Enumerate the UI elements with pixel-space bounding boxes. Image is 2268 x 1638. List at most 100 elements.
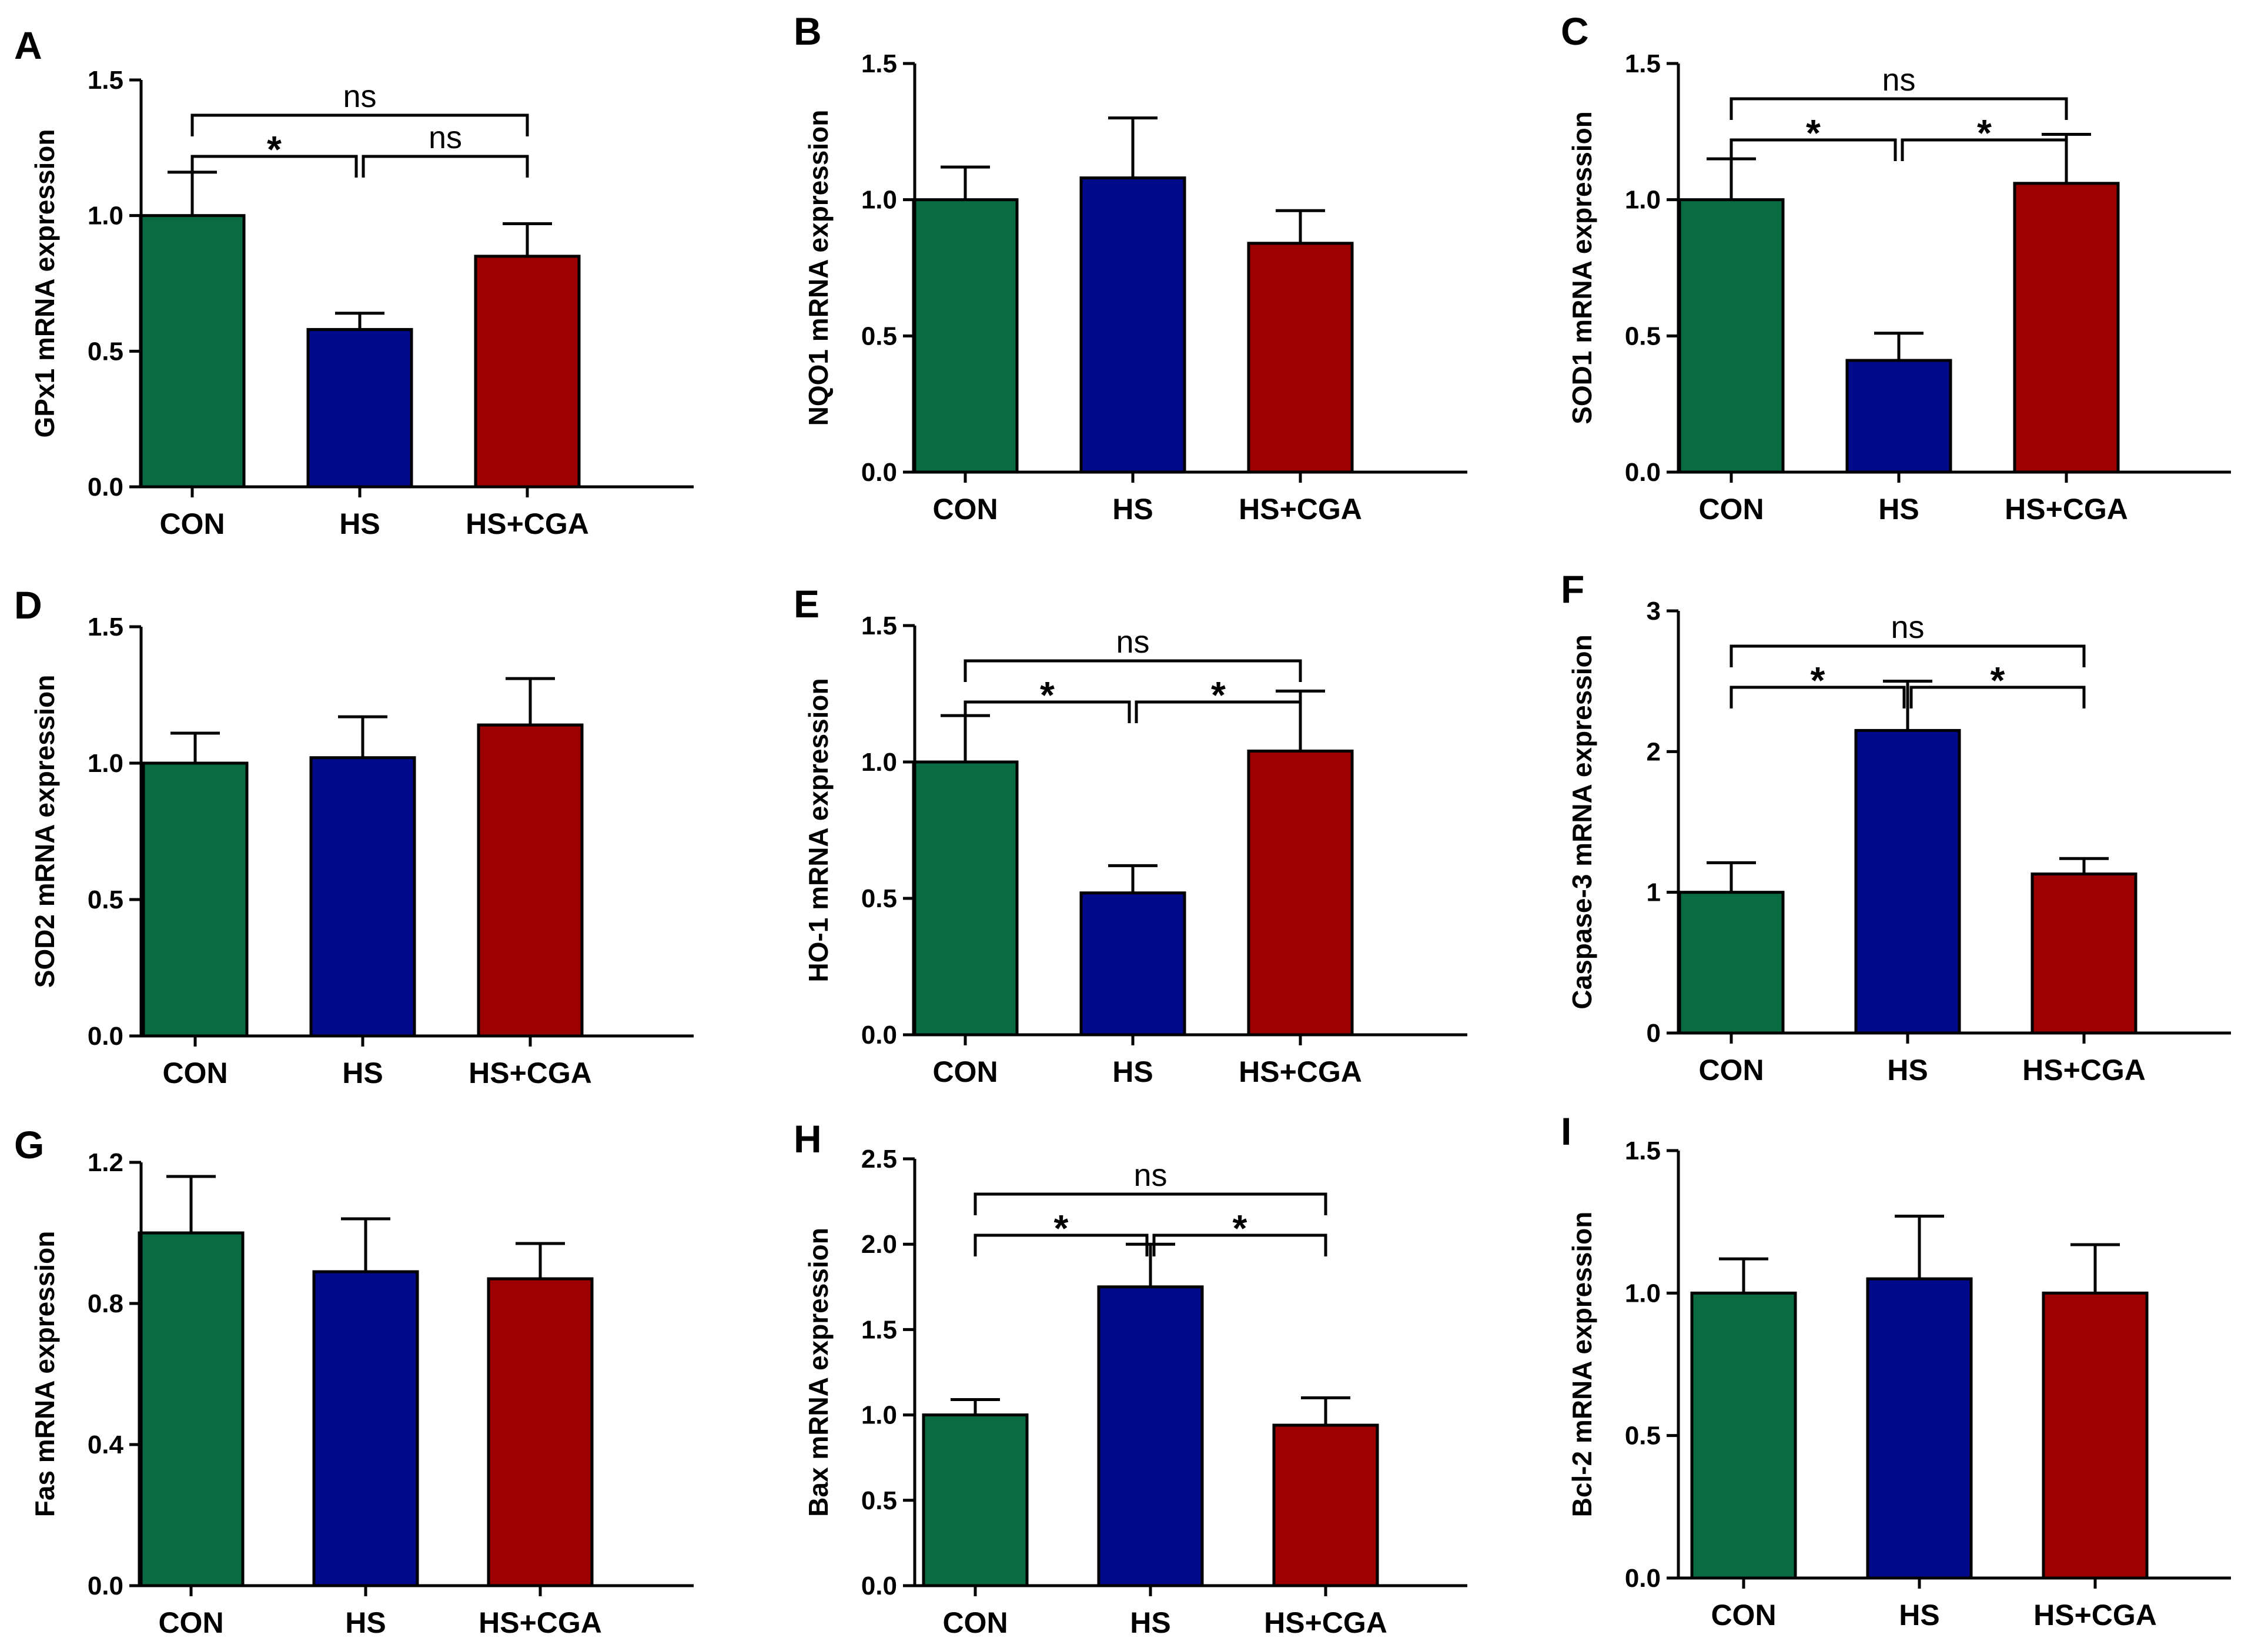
y-tick-label: 0.0 — [1625, 1564, 1661, 1593]
x-tick-label: HS — [1130, 1606, 1170, 1638]
panel-g: G Fas mRNA expression CON HS HS+CGA 0.0 0.4 0.8… — [14, 1123, 694, 1638]
y-tick-label: 1 — [1647, 878, 1661, 907]
bar-hs-cga — [474, 255, 581, 489]
y-tick-label: 1.0 — [861, 748, 897, 777]
y-tick-label: 1.0 — [88, 749, 123, 778]
panel-f: F Caspase-3 mRNA expression CON HS HS+CGA 0 1 2… — [1561, 567, 2231, 1087]
bar-con — [922, 1413, 1029, 1587]
significance-bracket — [974, 1192, 1327, 1215]
bar-hs — [1079, 176, 1186, 474]
bar-con — [1678, 891, 1785, 1035]
y-tick-label: 0 — [1647, 1019, 1661, 1048]
bar-con — [912, 198, 1019, 474]
x-tick-label: HS+CGA — [1264, 1606, 1387, 1638]
x-tick-label: HS+CGA — [2022, 1054, 2146, 1087]
significance-bracket — [190, 155, 358, 178]
bar-hs-cga — [477, 723, 584, 1038]
bar-con — [1690, 1291, 1797, 1580]
significance-label: ns — [429, 120, 462, 155]
panel-d: D SOD2 mRNA expression CON HS HS+CGA 0.0 0.5 1.… — [14, 583, 694, 1089]
significance-label: * — [267, 128, 282, 171]
panel-letter: H — [794, 1117, 822, 1161]
x-tick-label: CON — [1711, 1599, 1776, 1632]
x-tick-label: HS+CGA — [1239, 1055, 1362, 1088]
panel-letter: B — [794, 9, 822, 53]
y-tick-label: 2 — [1647, 737, 1661, 766]
significance-label: * — [1806, 112, 1821, 154]
bar-hs — [312, 1270, 419, 1587]
y-tick-label: 0.5 — [88, 337, 123, 366]
y-axis-label: Caspase-3 mRNA expression — [1567, 634, 1597, 1009]
x-tick-label: HS — [339, 507, 380, 540]
x-tick-label: CON — [1698, 493, 1764, 526]
x-tick-label: CON — [158, 1606, 223, 1638]
x-tick-label: HS — [345, 1606, 386, 1638]
y-tick-label: 1.5 — [88, 66, 123, 95]
panel-letter: C — [1561, 9, 1589, 53]
x-tick-label: HS — [1899, 1599, 1939, 1632]
y-tick-label: 1.5 — [861, 611, 897, 640]
y-tick-label: 1.5 — [1625, 49, 1661, 78]
x-tick-label: HS+CGA — [469, 1057, 592, 1089]
significance-label: ns — [1116, 624, 1149, 660]
bar-hs — [1097, 1285, 1204, 1587]
significance-label: * — [1040, 674, 1055, 716]
y-axis-label: Bcl-2 mRNA expression — [1567, 1212, 1597, 1517]
bar-con — [1678, 198, 1785, 474]
bar-hs-cga — [1247, 242, 1354, 474]
y-tick-label: 0.5 — [1625, 1422, 1661, 1450]
bar-hs — [1854, 728, 1961, 1035]
y-axis-label: NQO1 mRNA expression — [803, 110, 834, 426]
y-tick-label: 1.0 — [861, 1401, 897, 1430]
y-axis-label: Fas mRNA expression — [29, 1231, 60, 1517]
bar-con — [138, 1231, 245, 1587]
panel-letter: F — [1561, 567, 1584, 611]
significance-label: * — [1977, 112, 1992, 154]
bar-hs — [306, 327, 413, 489]
y-tick-label: 0.5 — [861, 1486, 897, 1515]
x-tick-label: HS+CGA — [479, 1606, 602, 1638]
y-tick-label: 1.0 — [1625, 1279, 1661, 1308]
significance-bracket — [1135, 700, 1302, 723]
y-axis-label: GPx1 mRNA expression — [29, 129, 60, 438]
significance-label: * — [1211, 674, 1226, 716]
significance-bracket — [1909, 686, 2086, 708]
x-tick-label: HS+CGA — [2005, 493, 2128, 526]
significance-bracket — [1901, 138, 2068, 161]
y-tick-label: 0.8 — [88, 1289, 123, 1318]
x-tick-label: HS — [342, 1057, 383, 1089]
bar-hs — [1079, 891, 1186, 1037]
y-tick-label: 0.5 — [88, 885, 123, 914]
y-tick-label: 0.0 — [1625, 458, 1661, 487]
y-tick-label: 2.0 — [861, 1230, 897, 1259]
bar-hs-cga — [2013, 182, 2120, 474]
bar-hs-cga — [1247, 749, 1354, 1037]
panel-h: H Bax mRNA expression CON HS HS+CGA 0.0 0.5 1.0… — [794, 1117, 1467, 1638]
y-tick-label: 1.2 — [88, 1148, 123, 1177]
y-tick-label: 0.5 — [861, 322, 897, 350]
y-tick-label: 0.0 — [861, 1021, 897, 1049]
y-tick-label: 0.5 — [861, 884, 897, 913]
y-axis-label: SOD2 mRNA expression — [29, 675, 60, 988]
bar-hs-cga — [487, 1277, 594, 1587]
y-tick-label: 1.0 — [1625, 186, 1661, 215]
significance-bracket — [964, 700, 1131, 723]
significance-bracket — [362, 155, 529, 178]
panel-e: E HO-1 mRNA expression CON HS HS+CGA 0.0 0.5 1.… — [794, 582, 1467, 1088]
y-tick-label: 1.5 — [861, 1315, 897, 1344]
bar-hs — [1845, 359, 1952, 474]
x-tick-label: HS — [1878, 493, 1919, 526]
significance-bracket — [1730, 138, 1897, 161]
y-axis-label: HO-1 mRNA expression — [803, 678, 834, 982]
y-tick-label: 0.0 — [88, 473, 123, 502]
panel-letter: D — [14, 583, 42, 627]
y-tick-label: 2.5 — [861, 1145, 897, 1174]
x-tick-label: HS — [1887, 1054, 1928, 1087]
panel-letter: I — [1561, 1109, 1571, 1153]
bar-con — [142, 761, 249, 1038]
bar-hs-cga — [1272, 1423, 1379, 1587]
significance-bracket — [974, 1233, 1149, 1256]
y-tick-label: 1.5 — [861, 49, 897, 78]
x-tick-label: HS+CGA — [466, 507, 589, 540]
